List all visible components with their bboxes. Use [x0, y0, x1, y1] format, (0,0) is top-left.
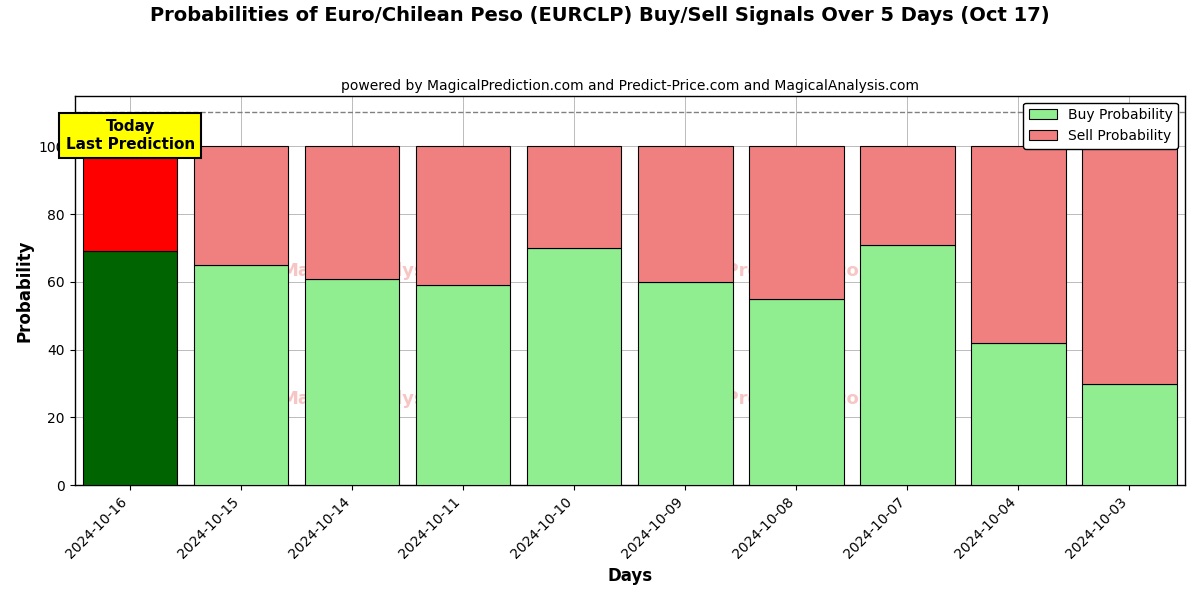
- Legend: Buy Probability, Sell Probability: Buy Probability, Sell Probability: [1024, 103, 1178, 149]
- Text: Probabilities of Euro/Chilean Peso (EURCLP) Buy/Sell Signals Over 5 Days (Oct 17: Probabilities of Euro/Chilean Peso (EURC…: [150, 6, 1050, 25]
- Bar: [860, 146, 955, 245]
- Bar: [971, 343, 1066, 485]
- Bar: [638, 146, 732, 282]
- Bar: [1082, 383, 1177, 485]
- Bar: [638, 282, 732, 485]
- Bar: [749, 146, 844, 299]
- Bar: [83, 146, 178, 251]
- Bar: [527, 146, 622, 248]
- Bar: [749, 299, 844, 485]
- Text: Today
Last Prediction: Today Last Prediction: [66, 119, 194, 152]
- Title: powered by MagicalPrediction.com and Predict-Price.com and MagicalAnalysis.com: powered by MagicalPrediction.com and Pre…: [341, 79, 919, 93]
- Bar: [416, 285, 510, 485]
- Bar: [305, 146, 400, 278]
- Y-axis label: Probability: Probability: [16, 239, 34, 341]
- Bar: [860, 245, 955, 485]
- Bar: [527, 248, 622, 485]
- Text: MagicalAnalysis.com: MagicalAnalysis.com: [281, 391, 491, 409]
- Bar: [416, 146, 510, 285]
- Bar: [305, 278, 400, 485]
- Bar: [194, 146, 288, 265]
- Bar: [83, 251, 178, 485]
- Bar: [194, 265, 288, 485]
- Text: MagicalAnalysis.com: MagicalAnalysis.com: [281, 262, 491, 280]
- X-axis label: Days: Days: [607, 567, 653, 585]
- Bar: [1082, 146, 1177, 383]
- Text: MagicalPrediction.com: MagicalPrediction.com: [648, 391, 878, 409]
- Text: MagicalPrediction.com: MagicalPrediction.com: [648, 262, 878, 280]
- Bar: [971, 146, 1066, 343]
